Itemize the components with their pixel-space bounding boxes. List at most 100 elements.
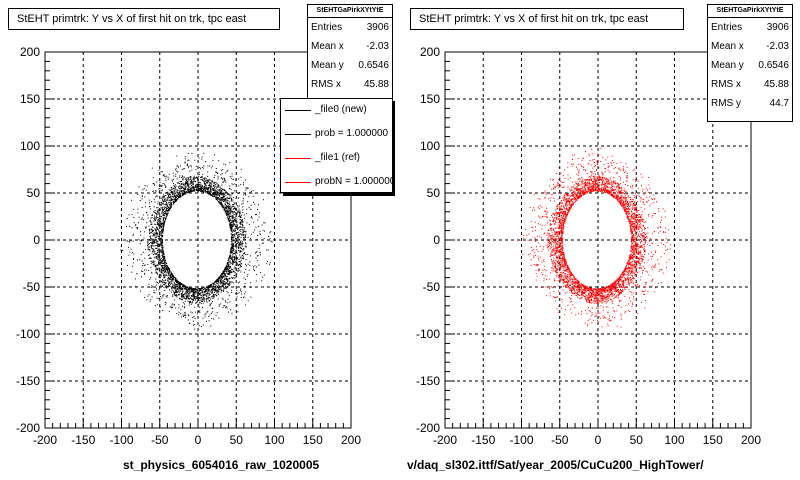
scatter-point: [207, 171, 209, 173]
scatter-point: [227, 292, 229, 294]
scatter-point: [210, 284, 212, 286]
scatter-point: [560, 237, 561, 239]
scatter-point: [196, 190, 198, 192]
scatter-point: [216, 291, 218, 293]
scatter-point: [239, 215, 241, 217]
scatter-point: [575, 286, 577, 288]
scatter-point: [192, 187, 194, 189]
scatter-point: [193, 324, 194, 326]
scatter-point: [230, 289, 232, 291]
scatter-point: [215, 198, 217, 200]
scatter-point: [189, 186, 191, 188]
scatter-point: [216, 194, 218, 196]
scatter-point: [603, 290, 605, 292]
scatter-point: [175, 280, 177, 281]
scatter-point: [131, 214, 133, 216]
scatter-point: [232, 237, 234, 239]
scatter-point: [174, 196, 176, 198]
scatter-point: [199, 297, 201, 298]
scatter-point: [589, 183, 591, 185]
scatter-point: [163, 270, 165, 272]
scatter-point: [157, 237, 159, 239]
scatter-point: [216, 190, 218, 192]
scatter-point: [237, 206, 239, 208]
scatter-point: [596, 177, 598, 179]
scatter-point: [166, 204, 167, 205]
scatter-point: [207, 175, 209, 177]
scatter-point: [555, 271, 557, 273]
scatter-point: [186, 182, 187, 184]
scatter-point: [232, 184, 234, 186]
scatter-point: [172, 279, 174, 281]
scatter-point: [229, 208, 231, 210]
scatter-point: [197, 323, 199, 325]
scatter-point: [179, 285, 181, 287]
scatter-point: [164, 174, 166, 176]
scatter-point: [175, 290, 177, 291]
scatter-point: [232, 245, 234, 247]
scatter-point: [569, 287, 571, 289]
scatter-point: [238, 231, 240, 233]
scatter-point: [188, 298, 190, 300]
scatter-point: [200, 292, 201, 294]
scatter-point: [177, 195, 178, 197]
scatter-point: [577, 197, 579, 198]
scatter-point: [232, 248, 234, 250]
scatter-point: [610, 291, 612, 293]
scatter-point: [150, 238, 152, 240]
scatter-point: [236, 264, 238, 266]
scatter-point: [196, 298, 198, 299]
scatter-point: [238, 185, 240, 187]
scatter-point: [169, 193, 171, 195]
scatter-point: [205, 191, 207, 192]
scatter-point: [173, 196, 175, 198]
scatter-point: [162, 269, 164, 271]
scatter-point: [259, 244, 261, 246]
scatter-point: [231, 217, 233, 218]
scatter-point: [199, 289, 201, 291]
scatter-point: [522, 254, 524, 256]
scatter-point: [164, 221, 166, 223]
scatter-point: [237, 271, 239, 273]
scatter-point: [198, 300, 200, 302]
scatter-point: [150, 221, 152, 223]
scatter-point: [192, 302, 194, 304]
x-tick-label: 0: [195, 433, 202, 447]
scatter-point: [136, 273, 138, 275]
scatter-point: [221, 184, 223, 186]
scatter-point: [180, 288, 182, 290]
scatter-point: [157, 216, 159, 218]
scatter-point: [150, 287, 152, 288]
scatter-point: [242, 206, 244, 208]
scatter-point: [168, 202, 170, 203]
scatter-point: [204, 186, 206, 188]
scatter-point: [201, 176, 203, 177]
scatter-point: [172, 275, 174, 277]
scatter-point: [178, 193, 180, 195]
scatter-point: [180, 313, 182, 314]
scatter-point: [135, 224, 137, 226]
scatter-point: [569, 203, 571, 205]
scatter-point: [208, 300, 210, 302]
scatter-point: [233, 239, 235, 241]
scatter-point: [555, 215, 557, 217]
scatter-point: [147, 286, 149, 288]
scatter-point: [167, 272, 169, 274]
scatter-point: [167, 268, 169, 269]
scatter-point: [191, 289, 193, 291]
scatter-point: [216, 186, 218, 188]
scatter-point: [203, 187, 205, 189]
scatter-point: [134, 278, 136, 280]
scatter-point: [237, 228, 239, 230]
scatter-point: [177, 192, 179, 194]
scatter-point: [264, 222, 266, 224]
scatter-point: [244, 217, 246, 219]
scatter-point: [236, 225, 238, 227]
scatter-point: [205, 178, 207, 180]
scatter-point: [635, 243, 636, 245]
scatter-point: [188, 165, 190, 167]
scatter-point: [208, 187, 210, 189]
scatter-point: [164, 208, 165, 210]
scatter-point: [222, 196, 223, 198]
scatter-point: [173, 275, 175, 277]
